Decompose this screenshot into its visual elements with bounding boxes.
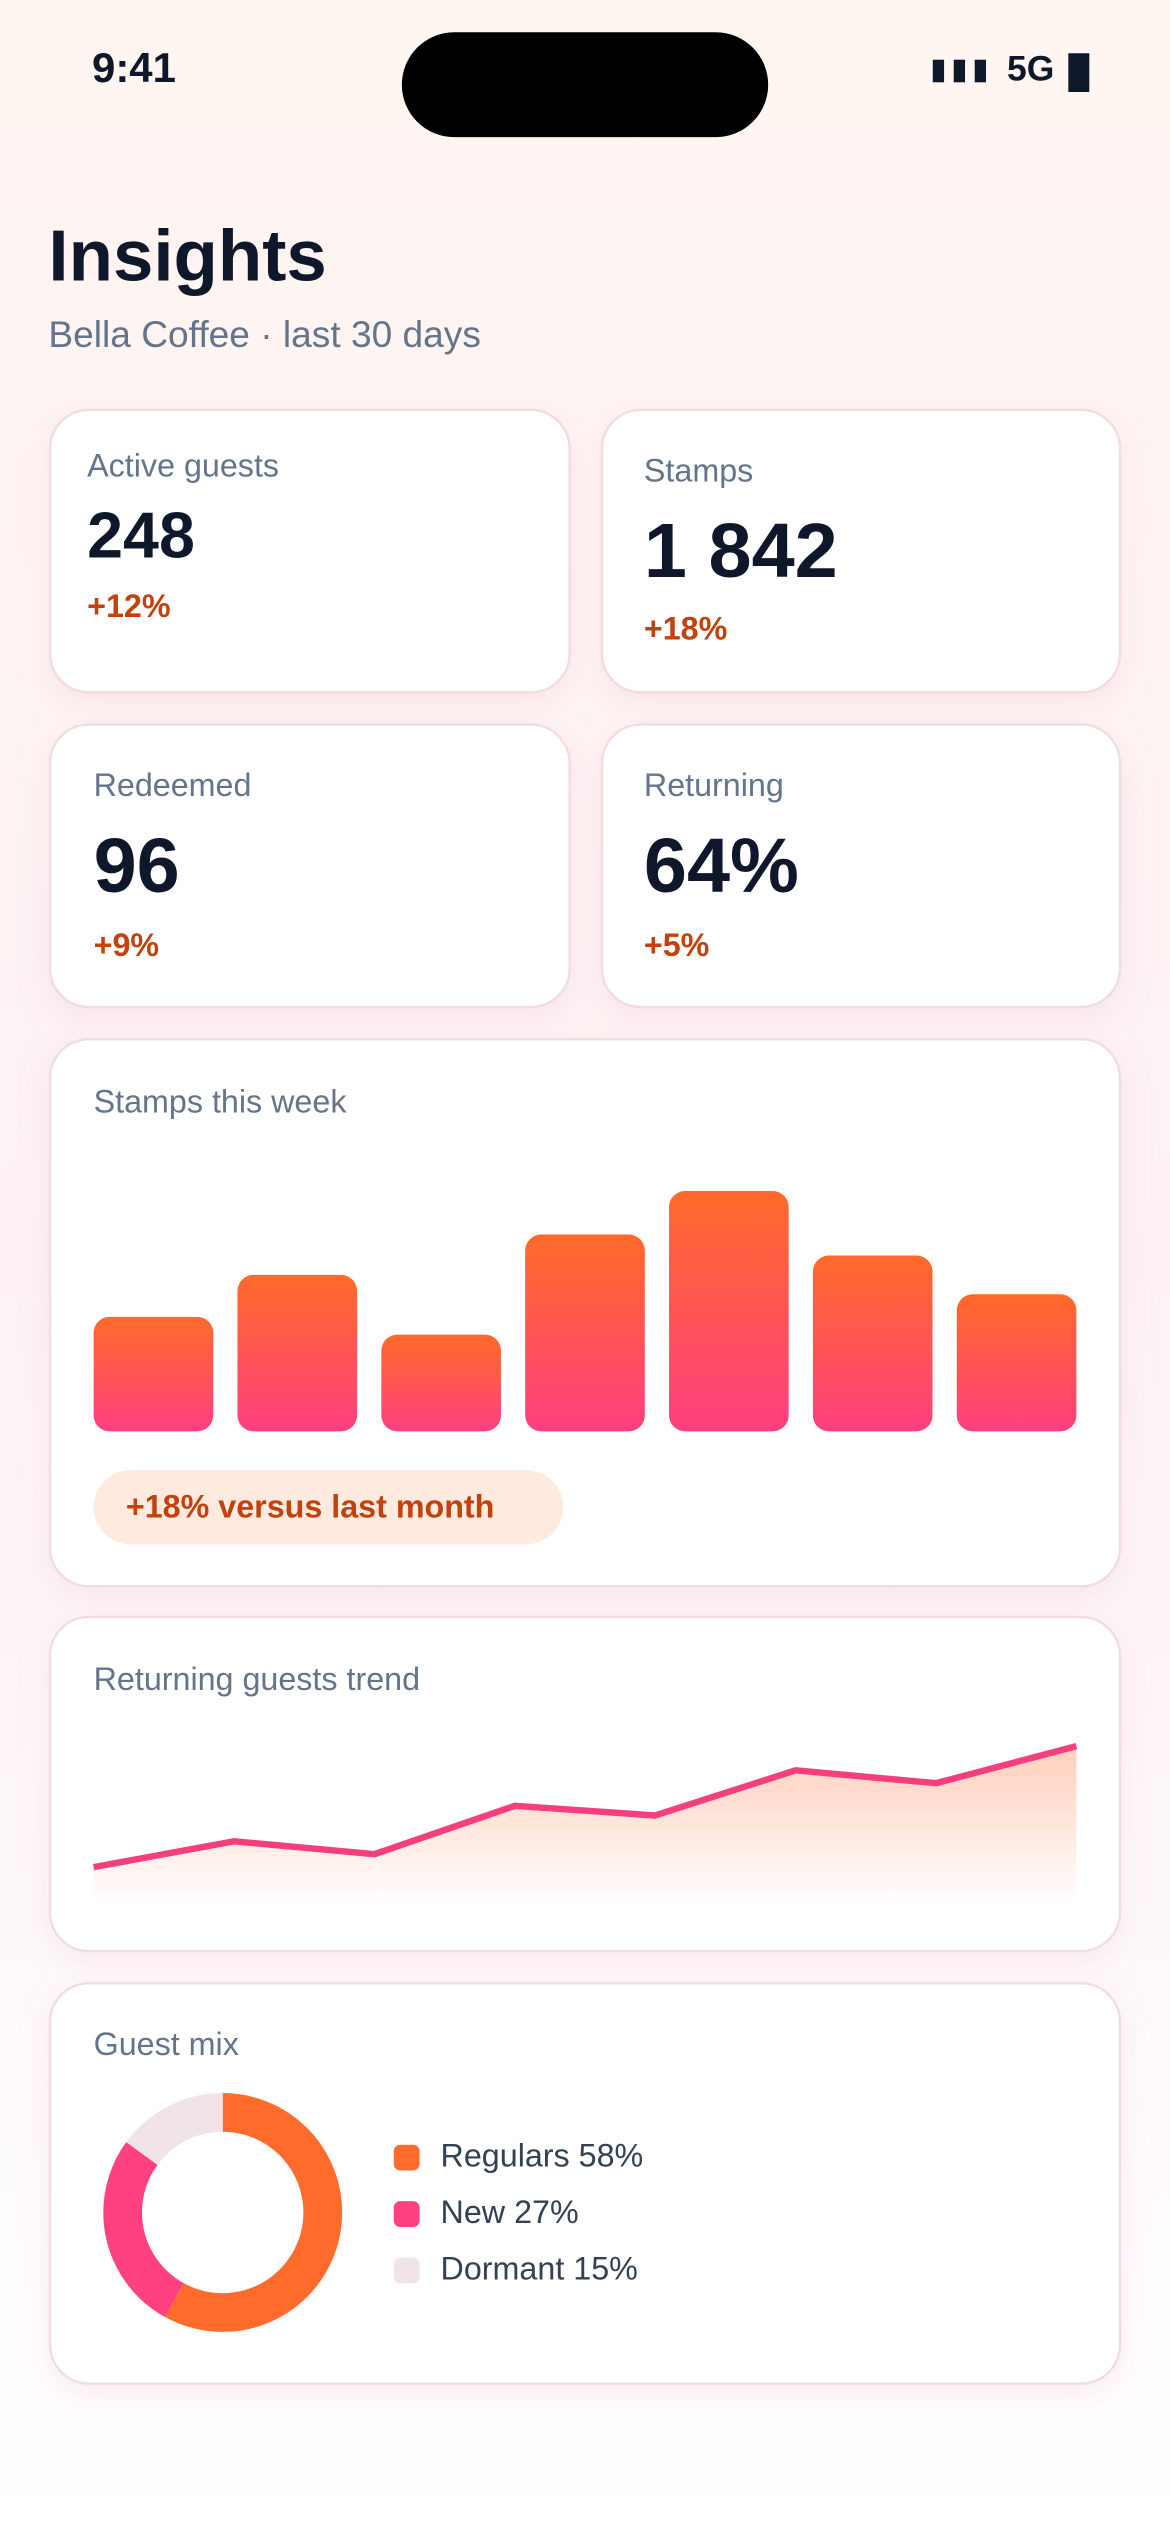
legend-value: 58% [579,2137,644,2173]
donut-segment [103,2093,343,2332]
dynamic-island [401,32,769,138]
signal-icon [932,59,987,83]
chart-title: Stamps this week [94,1083,348,1119]
legend-name: New [441,2194,506,2230]
stat-value: 96 [94,823,180,909]
stat-value: 64% [644,823,799,909]
stat-label: Redeemed [94,767,252,803]
battery-icon [1068,53,1090,92]
bar [381,1334,501,1432]
legend-label: New 27% [441,2194,579,2230]
chart-title: Returning guests trend [94,1661,420,1697]
chart-title: Guest mix [94,2026,239,2062]
stat-card [48,723,571,1009]
stat-change: +9% [94,927,159,963]
title: Insights [48,216,326,297]
stat-card [48,408,571,694]
bar [237,1274,358,1432]
legend-name: Dormant [441,2250,565,2286]
subtitle: Bella Coffee · last 30 days [48,313,481,355]
stat-value: 1 842 [644,508,838,594]
cards [48,408,1122,2385]
bar [812,1255,933,1432]
donut-segment [103,2093,343,2332]
stat-value: 248 [87,500,195,572]
stat-label: Stamps [644,452,753,488]
stat-card [600,723,1122,1009]
network: 5G [1007,48,1054,88]
legend-swatch [393,2257,420,2284]
legend-label: Regulars 58% [441,2137,644,2173]
stat-change: +5% [644,927,709,963]
legend-value: 15% [573,2250,638,2286]
legend-swatch [393,2201,420,2227]
badge-text: +18% versus last month [126,1488,495,1524]
bar [956,1294,1077,1432]
stat-change: +18% [644,611,727,647]
stat-label: Returning [644,767,784,803]
legend-name: Regulars [441,2137,570,2173]
bar [93,1316,214,1432]
stat-change: +12% [87,588,170,624]
bar [525,1234,645,1432]
legend-swatch [393,2144,420,2171]
line [93,1742,1078,1871]
stat-card [600,408,1122,694]
area [93,1746,1077,1905]
badge [93,1470,564,1545]
time: 9:41 [92,44,176,91]
legend-value: 27% [514,2194,579,2230]
bar [669,1190,789,1432]
legend-label: Dormant 15% [441,2250,638,2286]
stat-label: Active guests [87,448,279,484]
